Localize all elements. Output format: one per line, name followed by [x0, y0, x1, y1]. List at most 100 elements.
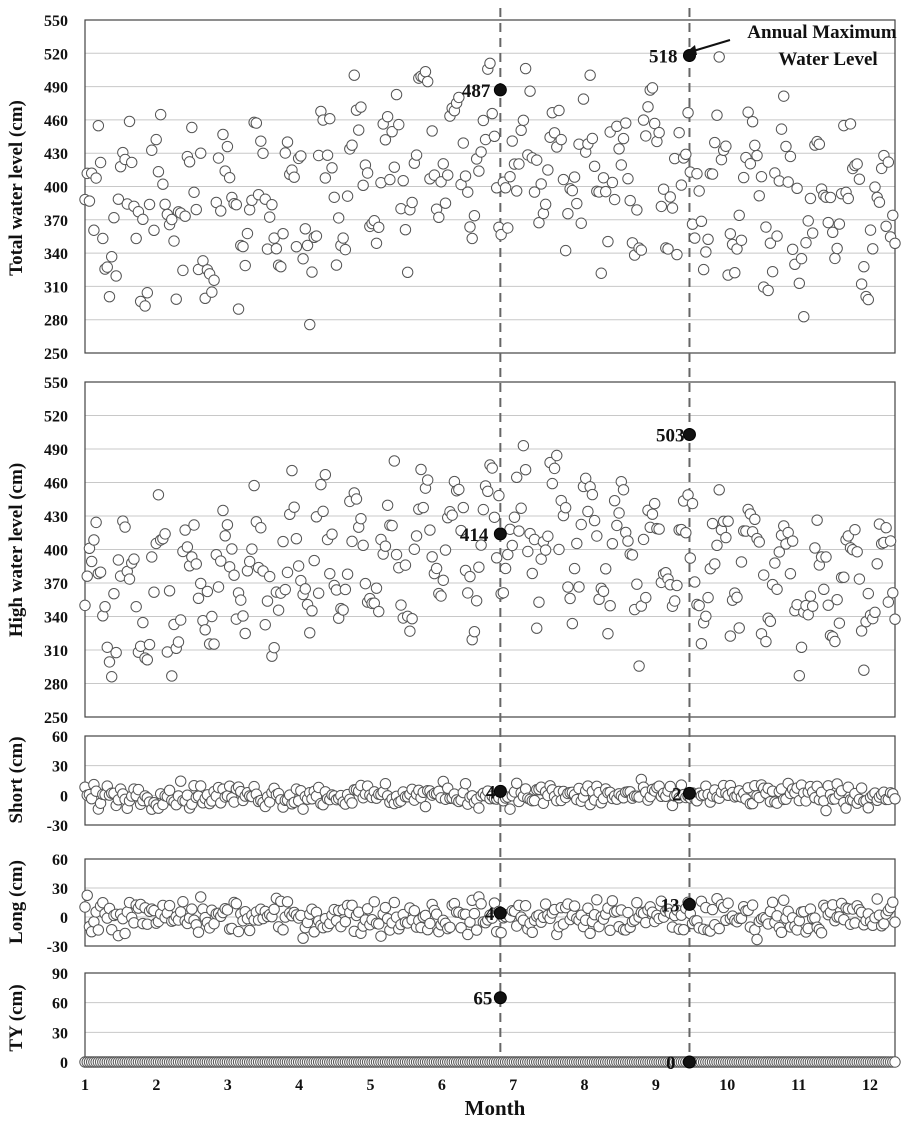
data-point: [577, 93, 590, 105]
data-point: [862, 587, 874, 600]
highlight-label: 414: [460, 525, 489, 546]
data-point: [406, 196, 418, 209]
data-point: [406, 613, 418, 625]
x-tick-label: 12: [862, 1077, 878, 1094]
data-point: [764, 237, 777, 249]
data-point: [195, 147, 207, 159]
data-point: [297, 932, 309, 944]
y-tick-label: 0: [60, 1055, 68, 1072]
data-point: [339, 583, 352, 596]
x-tick-label: 11: [791, 1077, 806, 1094]
data-point: [795, 252, 808, 265]
data-point: [326, 162, 338, 174]
data-point: [375, 930, 387, 942]
data-point: [401, 266, 414, 278]
data-point: [357, 539, 369, 552]
y-tick-label: 340: [44, 246, 68, 263]
y-tick-label: 280: [44, 677, 68, 694]
data-point: [435, 176, 447, 188]
annotation-arrow-head: [684, 45, 697, 55]
x-tick-label: 5: [366, 1077, 374, 1094]
highlight-point: [493, 991, 507, 1005]
data-point: [506, 539, 518, 552]
data-point: [655, 200, 668, 213]
data-point: [215, 205, 227, 217]
data-point: [112, 193, 125, 205]
data-point: [428, 169, 441, 181]
data-point: [542, 530, 554, 542]
data-point: [655, 895, 668, 907]
data-point: [882, 156, 895, 168]
highlight-label: 518: [649, 47, 678, 68]
data-point: [600, 185, 612, 198]
data-point: [99, 600, 111, 613]
y-tick-label: 30: [52, 1025, 68, 1042]
y-tick-label: 340: [44, 610, 68, 627]
data-point: [755, 170, 768, 183]
data-point: [831, 593, 843, 606]
highlight-point: [682, 1055, 696, 1069]
data-point: [217, 504, 229, 517]
data-point: [731, 591, 743, 604]
data-point: [793, 277, 806, 289]
data-point: [137, 616, 149, 629]
data-point: [337, 604, 349, 616]
data-point: [722, 515, 734, 527]
data-point: [390, 88, 403, 101]
data-point: [744, 158, 757, 170]
data-point: [370, 582, 383, 594]
data-point: [539, 898, 552, 910]
data-point: [195, 780, 207, 792]
data-point: [137, 213, 149, 226]
data-point: [444, 921, 456, 933]
data-point: [288, 171, 300, 183]
y-tick-label: 250: [44, 710, 68, 727]
highlight-label: 65: [473, 989, 492, 1010]
data-point: [206, 286, 218, 298]
data-point: [631, 578, 643, 590]
data-point: [424, 917, 436, 930]
panel-frame: [84, 972, 896, 1063]
data-point: [408, 905, 421, 917]
data-point: [419, 65, 432, 78]
data-point: [795, 641, 808, 654]
data-point: [862, 293, 874, 306]
data-point: [771, 583, 783, 595]
data-point: [346, 899, 358, 911]
data-point: [842, 192, 854, 205]
data-point: [829, 635, 841, 648]
y-tick-label: -30: [47, 818, 68, 835]
data-point: [595, 267, 607, 279]
data-point: [858, 261, 870, 273]
data-point: [263, 211, 276, 223]
data-point: [571, 537, 583, 550]
data-point: [106, 251, 118, 263]
data-point: [822, 599, 834, 611]
data-point: [613, 507, 625, 519]
data-point: [702, 233, 714, 245]
data-point: [675, 179, 688, 191]
data-point: [653, 126, 665, 139]
data-point: [208, 638, 220, 650]
data-point: [600, 563, 612, 575]
data-point: [308, 554, 320, 567]
data-point: [190, 203, 202, 216]
data-point: [648, 117, 661, 130]
data-point: [873, 196, 886, 208]
data-point: [453, 483, 465, 496]
data-point: [671, 248, 683, 261]
data-point: [853, 173, 866, 185]
data-point: [257, 147, 269, 159]
data-point: [559, 244, 572, 257]
data-point: [820, 551, 832, 563]
data-point: [887, 209, 899, 221]
y-tick-label: 490: [44, 80, 68, 97]
data-point: [90, 172, 102, 184]
data-point: [742, 106, 754, 118]
y-tick-label: 30: [52, 881, 68, 898]
data-point: [464, 570, 476, 583]
data-point: [379, 901, 392, 914]
data-point: [292, 560, 305, 572]
data-point: [381, 110, 394, 123]
